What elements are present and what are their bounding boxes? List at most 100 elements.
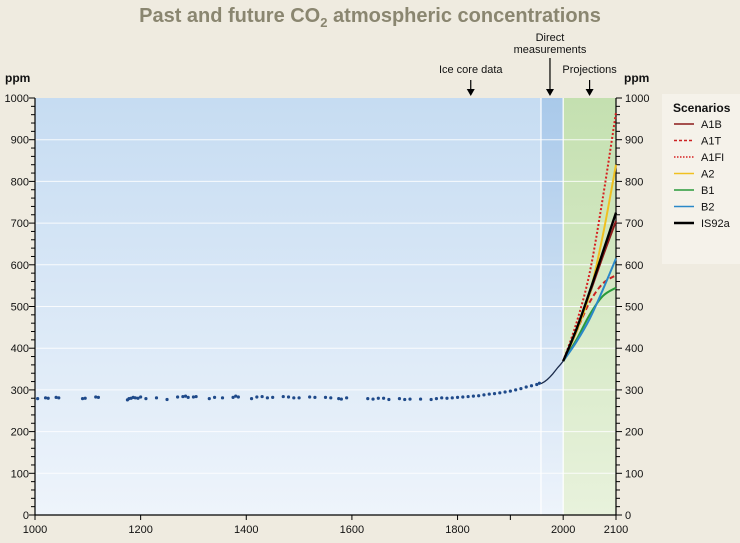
ice-core-point	[54, 395, 58, 400]
y-tick-label-right: 0	[625, 510, 631, 522]
ice-core-point	[249, 397, 254, 401]
ice-core-point	[503, 390, 507, 394]
legend-label-a1b: A1B	[701, 119, 722, 131]
anno-direct-line2: measurements	[514, 44, 587, 56]
y-tick-label-right: 600	[625, 260, 643, 272]
legend-label-a1t: A1T	[701, 136, 721, 148]
y-tick-label-left: 800	[11, 176, 29, 188]
ice-core-point	[434, 397, 439, 401]
ice-core-point	[186, 395, 190, 400]
anno-direct-line1: Direct	[536, 32, 565, 44]
y-unit-right: ppm	[624, 71, 649, 85]
ice-core-point	[323, 395, 328, 400]
ice-core-point	[292, 396, 296, 400]
ice-core-point	[265, 396, 269, 400]
legend-label-b1: B1	[701, 185, 714, 197]
direct-measurement-line	[540, 360, 564, 385]
region-annotations: Ice core data Direct measurements Projec…	[439, 32, 617, 96]
ice-core-point	[136, 396, 140, 400]
title-rest: atmospheric concentrations	[327, 5, 600, 27]
ice-core-point	[231, 395, 235, 400]
ice-core-point	[529, 384, 534, 388]
y-tick-label-right: 300	[625, 385, 643, 397]
ice-core-point	[455, 395, 460, 400]
legend-label-a1fi: A1FI	[701, 152, 724, 164]
ice-core-point	[466, 394, 470, 399]
ice-core-point	[492, 392, 497, 396]
y-tick-label-left: 600	[11, 260, 29, 272]
ice-core-point	[271, 395, 275, 400]
chart-title: Past and future CO2 atmospheric concentr…	[139, 5, 601, 30]
ice-core-point	[537, 381, 542, 385]
ice-core-point	[255, 395, 259, 399]
x-tick-label: 1000	[23, 524, 47, 536]
ice-core-point	[260, 394, 264, 399]
ice-core-point	[387, 397, 391, 402]
ice-core-point	[450, 396, 454, 400]
y-tick-label-right: 200	[625, 427, 643, 439]
ice-core-point	[220, 396, 225, 400]
x-tick-label: 2000	[551, 524, 575, 536]
ice-core-point	[80, 397, 85, 401]
ice-core-point	[83, 396, 87, 400]
y-tick-label-left: 0	[23, 510, 29, 522]
y-tick-label-left: 1000	[5, 93, 29, 105]
y-tick-label-right: 500	[625, 302, 643, 314]
legend-box	[662, 94, 740, 264]
title-subscript: 2	[320, 15, 327, 30]
anno-ice-core: Ice core data	[439, 64, 503, 76]
ice-core-point	[535, 382, 539, 387]
ice-core-point	[133, 396, 137, 400]
y-tick-label-right: 100	[625, 468, 643, 480]
x-tick-label: 1200	[128, 524, 152, 536]
y-tick-label-right: 800	[625, 176, 643, 188]
series-line-b2	[562, 258, 617, 362]
x-tick-label: 1400	[234, 524, 258, 536]
y-unit-left: ppm	[5, 71, 30, 85]
ice-core-point	[397, 397, 402, 401]
ice-core-point	[191, 395, 196, 399]
ice-core-point	[234, 394, 238, 398]
ice-core-point	[429, 397, 433, 402]
annotation-arrow-head	[585, 89, 594, 96]
ice-core-point	[176, 395, 180, 399]
ice-core-point	[371, 397, 375, 401]
ice-core-point	[286, 395, 291, 399]
gridlines	[35, 139, 616, 474]
ice-core-point	[461, 395, 465, 399]
ice-core-point	[181, 394, 185, 399]
y-tick-label-left: 400	[11, 343, 29, 355]
x-tick-label: 1600	[340, 524, 364, 536]
y-tick-label-right: 1000	[625, 93, 649, 105]
ice-core-point	[382, 396, 386, 400]
y-tick-label-left: 200	[11, 427, 29, 439]
y-tick-label-left: 700	[11, 218, 29, 230]
title-main: Past and future CO	[139, 5, 320, 27]
anno-projections: Projections	[562, 64, 617, 76]
ice-core-point	[403, 397, 407, 402]
ice-core-point	[165, 397, 169, 402]
ice-core-point	[313, 395, 317, 400]
y-tick-label-right: 400	[625, 343, 643, 355]
ice-core-point	[445, 396, 449, 400]
ice-core-point	[418, 397, 423, 401]
ice-core-point	[519, 387, 523, 391]
annotation-arrow-head	[545, 89, 554, 96]
ice-core-point	[36, 397, 40, 401]
x-tick-label: 1800	[445, 524, 469, 536]
ice-core-point	[482, 393, 486, 397]
ice-core-point	[337, 397, 341, 401]
ice-core-point	[297, 396, 301, 400]
ice-core-point	[376, 396, 380, 400]
y-tick-label-right: 700	[625, 218, 643, 230]
ice-core-point	[345, 396, 349, 400]
ice-core-point	[514, 388, 518, 392]
y-tick-label-left: 900	[11, 135, 29, 147]
ice-core-point	[236, 395, 240, 399]
ice-core-point	[408, 397, 412, 401]
legend-label-is92a: IS92a	[701, 218, 731, 230]
ice-core-point	[440, 396, 444, 400]
series-line-a1fi	[562, 112, 617, 362]
legend-label-b2: B2	[701, 202, 714, 214]
